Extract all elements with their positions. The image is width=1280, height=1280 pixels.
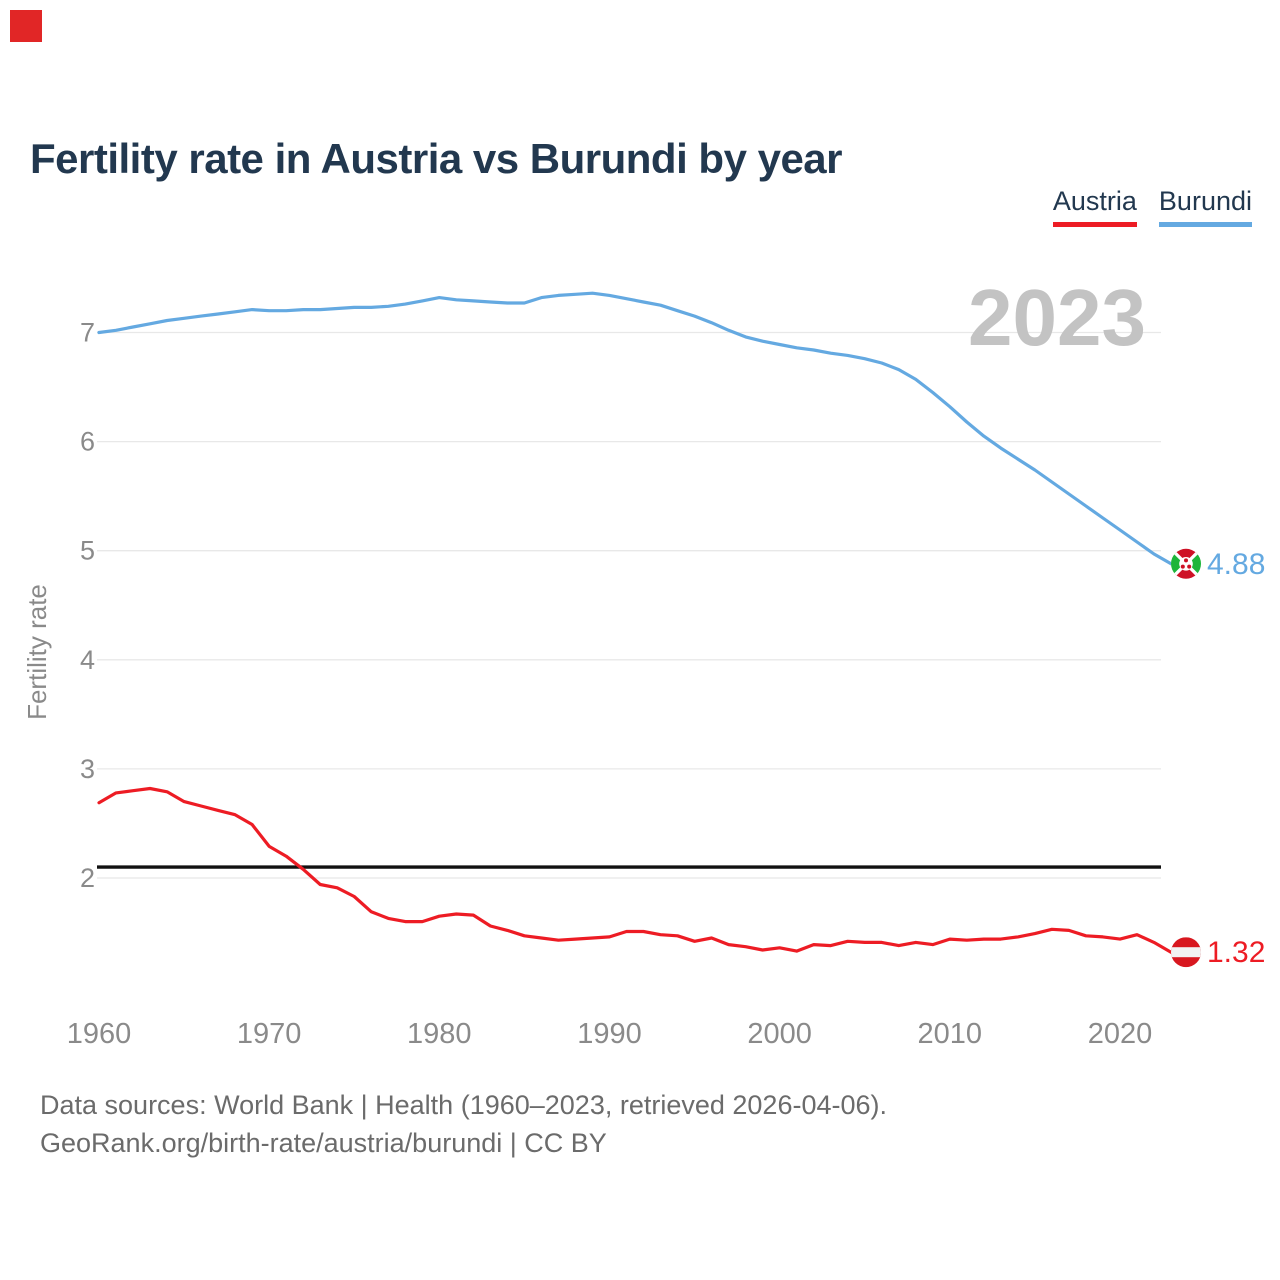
y-tick-6: 6 [80,427,95,457]
legend-label-austria: Austria [1052,186,1137,216]
y-tick-4: 4 [80,645,95,675]
x-tick-1960: 1960 [67,1018,132,1050]
legend-item-burundi[interactable]: Burundi [1158,186,1252,227]
footer-attribution-line: GeoRank.org/birth-rate/austria/burundi |… [40,1128,607,1158]
x-tick-2000: 2000 [747,1018,812,1050]
footer-sources-line: Data sources: World Bank | Health (1960–… [40,1090,887,1120]
x-tick-1970: 1970 [237,1018,302,1050]
watermark-year: 2023 [968,273,1146,362]
austria-flag-icon [1171,937,1201,968]
x-tick-1980: 1980 [407,1018,472,1050]
chart-main-layer: 4.88 1.32 [97,291,1265,969]
chart-line-burundi [97,291,1173,566]
legend: Austria Burundi [1052,186,1252,227]
y-tick-3: 3 [80,754,95,784]
x-tick-1990: 1990 [577,1018,642,1050]
x-tick-2010: 2010 [918,1018,983,1050]
end-value-burundi: 4.88 [1207,548,1265,581]
gridlines: 2 3 4 5 6 7 1960 1970 1980 1990 2000 2010 2020 [67,318,1161,1050]
footer: Data sources: World Bank | Health (1960–… [40,1086,887,1162]
end-value-austria: 1.32 [1207,936,1265,969]
y-tick-5: 5 [80,536,95,566]
y-tick-7: 7 [80,318,95,348]
red-square-marker [10,10,42,42]
legend-label-burundi: Burundi [1158,186,1252,216]
legend-item-austria[interactable]: Austria [1052,186,1137,227]
y-axis-title: Fertility rate [22,584,52,720]
chart-line-austria [97,786,1173,954]
burundi-flag-icon [1171,548,1201,579]
y-tick-2: 2 [80,863,95,893]
x-tick-2020: 2020 [1088,1018,1153,1050]
page-title: Fertility rate in Austria vs Burundi by … [30,135,843,183]
